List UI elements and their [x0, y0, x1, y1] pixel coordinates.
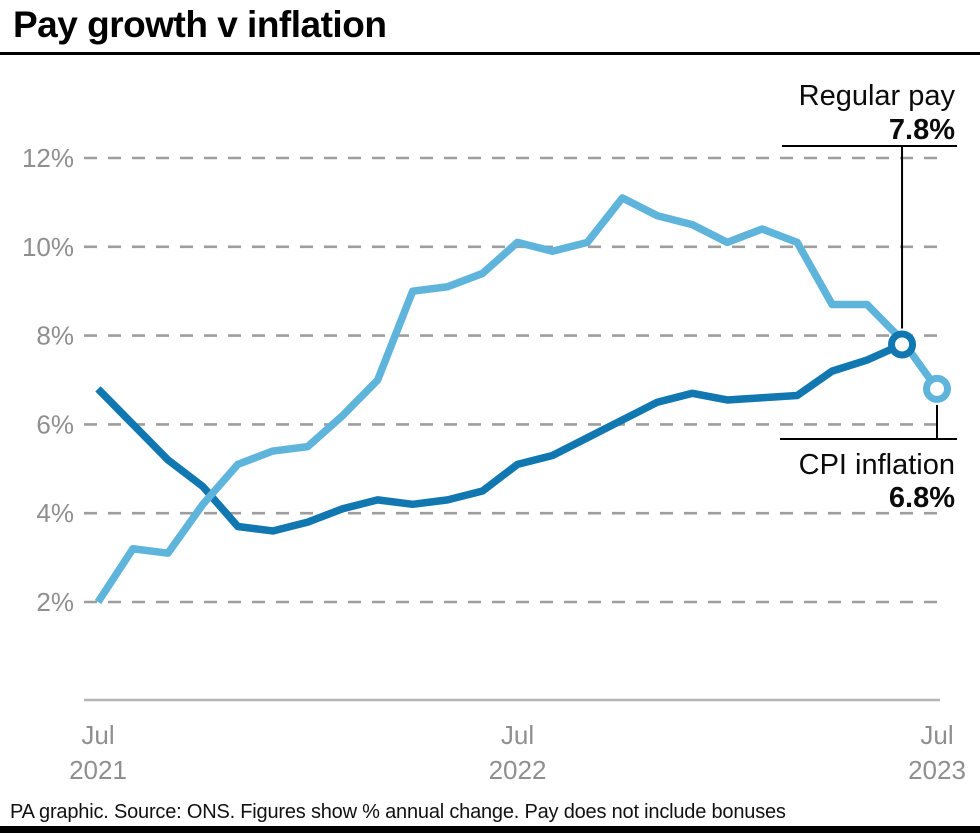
source-note: PA graphic. Source: ONS. Figures show % …	[10, 801, 786, 823]
cpi-inflation-annotation-value: 6.8%	[889, 482, 955, 514]
y-tick-label: 2%	[36, 587, 74, 617]
y-tick-label: 8%	[36, 321, 74, 351]
x-tick-label-year: 2022	[489, 755, 547, 785]
bottom-accent-bar	[0, 826, 980, 833]
cpi-inflation-line	[94, 194, 941, 605]
x-tick-label-month: Jul	[501, 720, 534, 750]
x-tick-label-month: Jul	[920, 720, 953, 750]
y-tick-label: 4%	[36, 498, 74, 528]
page-title: Pay growth v inflation	[13, 4, 387, 45]
annotation-leader-layer	[780, 145, 957, 440]
regular-pay-line	[95, 341, 904, 535]
regular-pay-annotation-value: 7.8%	[889, 114, 955, 146]
y-tick-label: 12%	[22, 143, 74, 173]
x-tick-label-month: Jul	[81, 720, 114, 750]
cpi-inflation-annotation-label: CPI inflation	[799, 449, 955, 481]
gridlines-layer	[84, 156, 940, 702]
tick-labels-layer: 12% 10% 8% 6% 4% 2% Jul 2021 Jul 2022 Jul 2023	[22, 143, 966, 785]
cpi-inflation-end-marker	[923, 374, 951, 403]
x-tick-label-year: 2023	[908, 755, 966, 785]
regular-pay-end-marker	[888, 330, 917, 359]
y-tick-label: 6%	[36, 409, 74, 439]
y-tick-label: 10%	[22, 232, 74, 262]
series-layer	[94, 194, 951, 605]
regular-pay-annotation-label: Regular pay	[799, 80, 956, 112]
x-tick-label-year: 2021	[69, 755, 127, 785]
chart-header: Pay growth v inflation	[0, 0, 980, 55]
